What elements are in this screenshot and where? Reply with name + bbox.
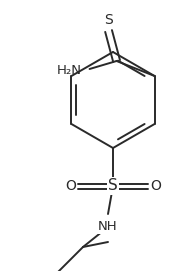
Text: S: S — [108, 179, 118, 193]
Text: S: S — [104, 13, 113, 27]
Text: O: O — [65, 179, 76, 193]
Text: H₂N: H₂N — [57, 64, 82, 78]
Text: O: O — [150, 179, 161, 193]
Text: NH: NH — [98, 220, 118, 233]
